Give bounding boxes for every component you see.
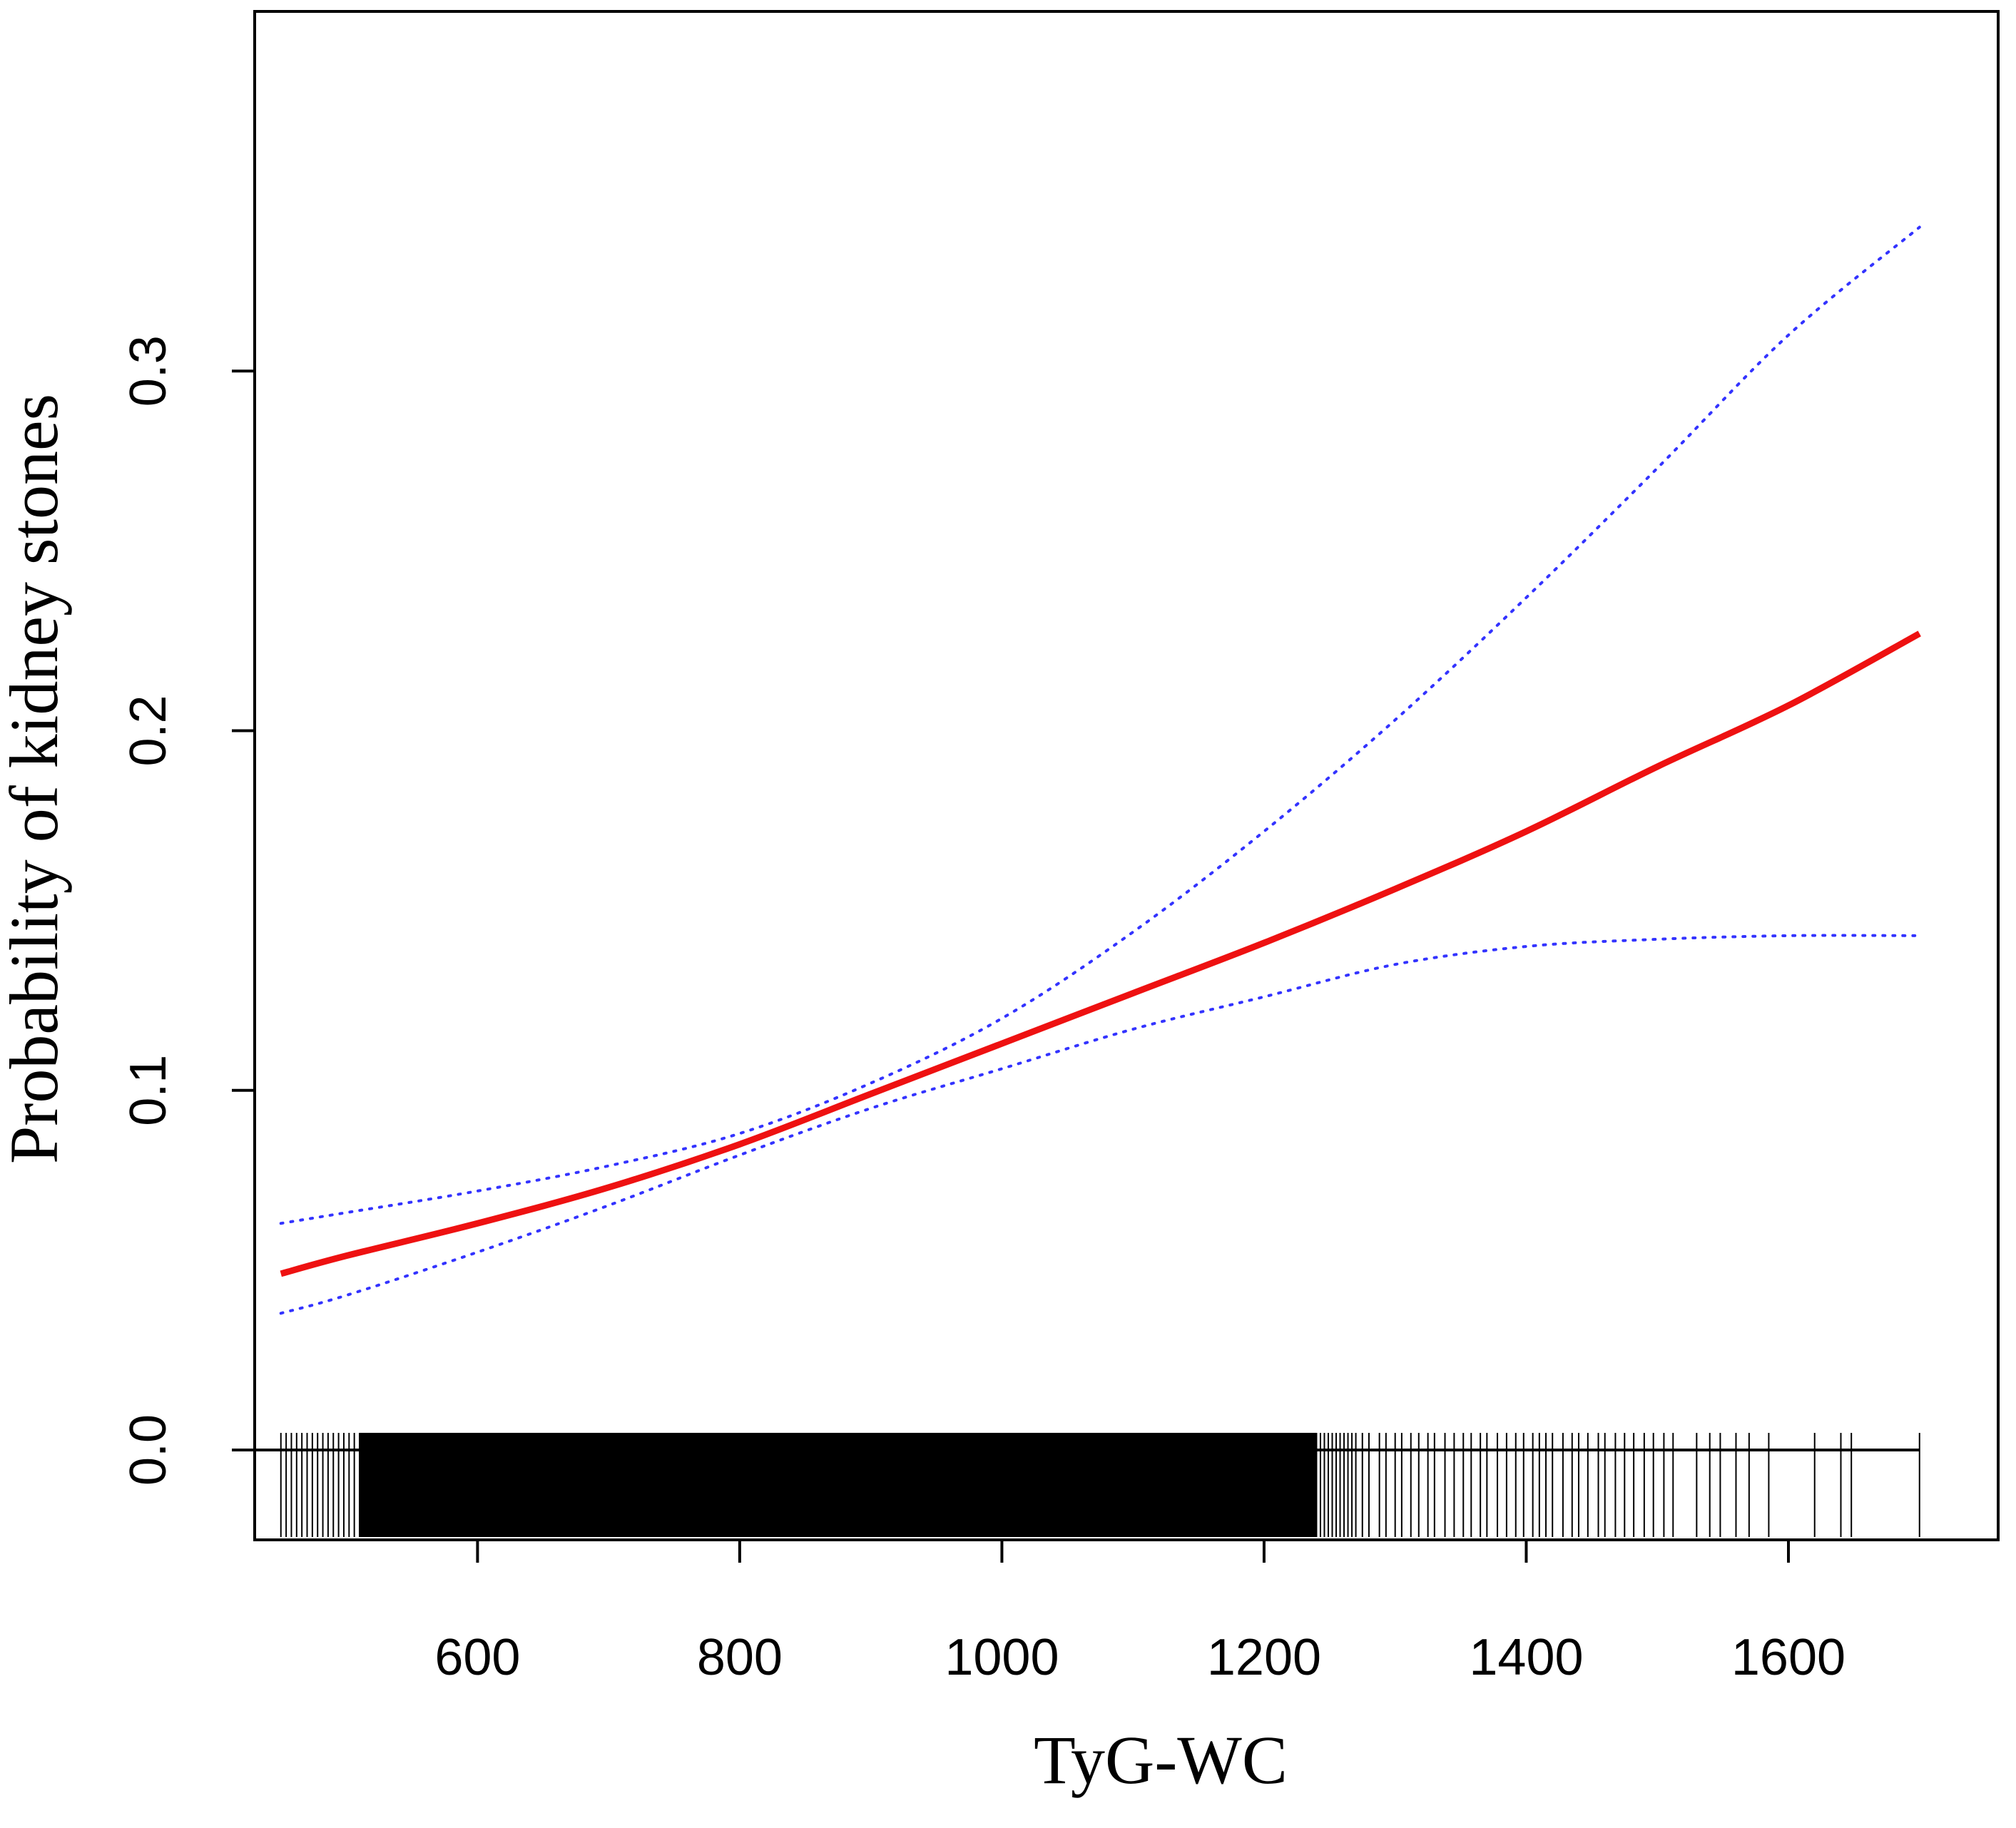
y-axis: 0.0 0.1 0.2 0.3 [120, 335, 255, 1486]
y-tick-label-0.0: 0.0 [120, 1414, 177, 1486]
plot-frame [253, 10, 2000, 1541]
fitted-curve [280, 630, 1921, 1277]
y-tick-label-0.2: 0.2 [120, 695, 177, 766]
rug-dense-block [360, 1432, 1317, 1537]
y-tick-label-0.3: 0.3 [120, 335, 177, 407]
upper-ci-curve [279, 225, 1921, 1225]
x-tick-label-800: 800 [697, 1629, 783, 1686]
x-axis-title: TyG-WC [1034, 1722, 1288, 1798]
x-tick-label-1200: 1200 [1207, 1629, 1321, 1686]
y-tick-label-0.1: 0.1 [120, 1055, 177, 1126]
series-group [279, 225, 1921, 1315]
x-tick-label-1400: 1400 [1469, 1629, 1583, 1686]
x-tick-label-600: 600 [434, 1629, 520, 1686]
lower-ci-curve [279, 934, 1921, 1315]
x-axis: 600 800 1000 1200 1400 1600 [434, 1540, 1846, 1686]
x-tick-label-1000: 1000 [945, 1629, 1059, 1686]
rug-plot [232, 1432, 1920, 1537]
x-tick-label-1600: 1600 [1731, 1629, 1846, 1686]
y-axis-title: Probability of kidney stones [0, 394, 72, 1164]
